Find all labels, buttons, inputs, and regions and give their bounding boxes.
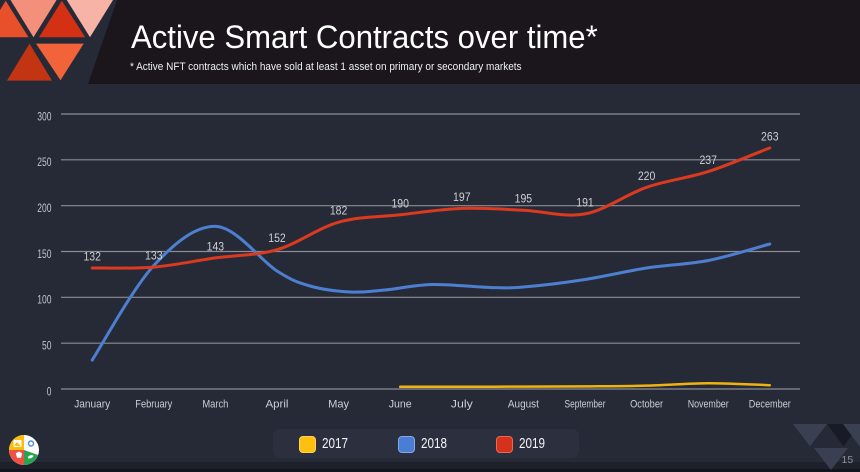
svg-text:237: 237 <box>699 155 717 167</box>
svg-text:190: 190 <box>391 198 409 210</box>
svg-text:133: 133 <box>145 251 163 263</box>
svg-text:June: June <box>389 399 412 411</box>
svg-text:March: March <box>202 399 228 411</box>
svg-text:263: 263 <box>761 131 779 143</box>
svg-text:150: 150 <box>37 247 51 261</box>
svg-text:January: January <box>74 399 110 411</box>
svg-text:182: 182 <box>330 206 348 218</box>
svg-text:300: 300 <box>37 109 51 123</box>
svg-text:15: 15 <box>842 454 854 466</box>
svg-text:250: 250 <box>37 155 51 169</box>
svg-text:0: 0 <box>47 384 52 398</box>
svg-text:50: 50 <box>42 339 52 353</box>
svg-text:200: 200 <box>37 201 51 215</box>
svg-text:152: 152 <box>268 233 286 245</box>
svg-text:197: 197 <box>453 192 471 204</box>
svg-text:April: April <box>266 399 289 411</box>
svg-text:132: 132 <box>83 252 101 264</box>
svg-text:September: September <box>565 399 606 411</box>
svg-text:May: May <box>328 399 350 411</box>
svg-text:November: November <box>688 399 729 411</box>
svg-text:December: December <box>749 399 791 411</box>
svg-text:February: February <box>135 399 172 411</box>
svg-text:191: 191 <box>576 197 594 209</box>
svg-text:100: 100 <box>37 293 51 307</box>
svg-text:143: 143 <box>207 241 225 253</box>
svg-text:August: August <box>508 399 539 411</box>
svg-text:October: October <box>630 399 663 411</box>
svg-text:220: 220 <box>638 171 656 183</box>
svg-text:195: 195 <box>515 194 533 206</box>
svg-text:July: July <box>451 399 474 411</box>
